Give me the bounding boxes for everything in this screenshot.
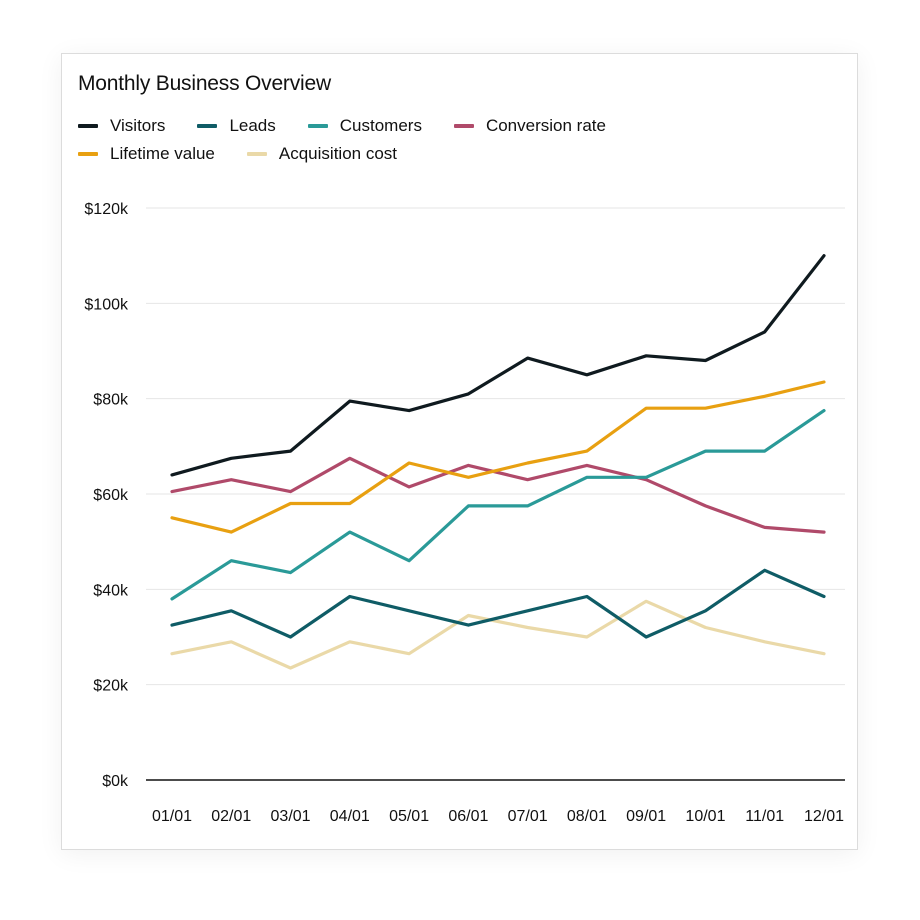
x-tick-label: 02/01 <box>211 808 251 825</box>
legend-item-lifetime-value: Lifetime value <box>78 144 215 164</box>
line-chart: $0k $20k $40k $60k $80k $100k $120k 01/01 02/01 0… <box>84 201 845 825</box>
series-line-lifetime-value <box>170 380 826 534</box>
legend-swatch-visitors <box>78 124 98 128</box>
x-tick-label: 03/01 <box>271 808 311 825</box>
legend-swatch-customers <box>307 124 328 128</box>
chart-card: Monthly Business Overview Visitors Leads… <box>61 53 858 850</box>
legend-item-conversion-rate: Conversion rate <box>453 116 606 136</box>
legend-label-customers: Customers <box>339 116 422 135</box>
legend-swatch-leads <box>197 124 218 128</box>
legend-row-1: Visitors Leads Customers Conversion rate <box>78 112 778 140</box>
legend-item-acquisition-cost: Acquisition cost <box>246 144 398 164</box>
series-line-visitors <box>170 254 826 477</box>
legend-label-leads: Leads <box>229 116 276 135</box>
x-tick-label: 04/01 <box>330 808 370 825</box>
series-line-leads <box>170 568 826 639</box>
y-tick-label: $60k <box>93 487 129 504</box>
legend-label-conversion-rate: Conversion rate <box>485 116 606 135</box>
chart-title: Monthly Business Overview <box>78 72 331 95</box>
legend-swatch-conversion-rate <box>453 124 474 128</box>
legend-item-leads: Leads <box>197 116 276 136</box>
y-tick-label: $0k <box>102 773 129 790</box>
x-tick-label: 06/01 <box>448 808 488 825</box>
legend-item-visitors: Visitors <box>78 116 165 136</box>
legend-swatch-lifetime-value <box>78 152 98 156</box>
x-tick-label: 12/01 <box>804 808 844 825</box>
y-tick-label: $20k <box>93 678 129 695</box>
legend-label-lifetime-value: Lifetime value <box>110 144 215 163</box>
x-tick-label: 11/01 <box>745 808 784 825</box>
y-tick-label: $40k <box>93 582 129 599</box>
x-tick-label: 09/01 <box>626 808 666 825</box>
x-tick-label: 08/01 <box>567 808 607 825</box>
y-tick-label: $120k <box>84 201 129 218</box>
y-tick-label: $100k <box>84 296 129 313</box>
legend-label-visitors: Visitors <box>110 116 166 135</box>
x-tick-label: 01/01 <box>152 808 192 825</box>
legend-swatch-acquisition-cost <box>246 152 267 156</box>
series-line-acquisition-cost <box>170 599 826 670</box>
y-tick-label: $80k <box>93 392 129 409</box>
legend-item-customers: Customers <box>307 116 422 136</box>
chart-legend: Visitors Leads Customers Conversion rate… <box>78 112 778 168</box>
series-line-customers <box>170 409 826 601</box>
x-tick-label: 05/01 <box>389 808 429 825</box>
legend-label-acquisition-cost: Acquisition cost <box>278 144 398 163</box>
x-tick-label: 10/01 <box>685 808 725 825</box>
legend-row-2: Lifetime value Acquisition cost <box>78 140 778 168</box>
x-tick-label: 07/01 <box>508 808 548 825</box>
series-line-conversion-rate <box>170 456 826 534</box>
